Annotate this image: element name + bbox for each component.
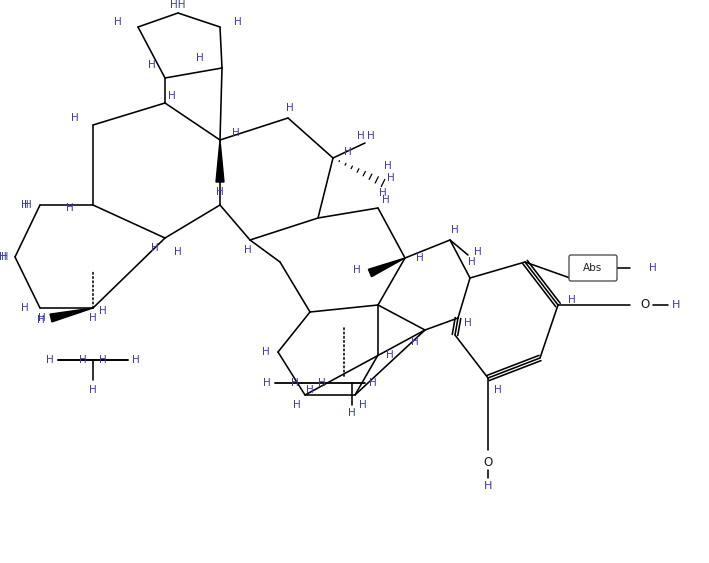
Text: H: H	[494, 385, 502, 395]
Text: H: H	[232, 128, 240, 138]
Text: H: H	[89, 385, 97, 395]
Text: H: H	[1, 252, 9, 262]
Text: O: O	[484, 455, 493, 468]
Text: H: H	[196, 53, 204, 63]
Text: H: H	[262, 347, 270, 357]
Text: H: H	[216, 187, 224, 197]
Text: H: H	[234, 17, 242, 27]
Text: H: H	[387, 173, 395, 183]
Polygon shape	[216, 140, 224, 182]
Text: H: H	[79, 355, 87, 365]
Text: H: H	[357, 131, 365, 141]
Text: Abs: Abs	[584, 263, 603, 273]
Text: H: H	[71, 113, 79, 123]
Polygon shape	[50, 308, 93, 322]
Text: H: H	[464, 318, 472, 328]
FancyBboxPatch shape	[569, 255, 617, 281]
Text: H: H	[344, 147, 352, 157]
Text: H: H	[411, 337, 419, 347]
Text: H: H	[568, 295, 576, 305]
Text: H: H	[263, 378, 271, 388]
Text: H: H	[151, 243, 159, 253]
Text: H: H	[367, 131, 375, 141]
Text: H: H	[451, 225, 459, 235]
Text: H: H	[114, 17, 122, 27]
Text: H: H	[168, 91, 176, 101]
Text: H: H	[318, 378, 326, 388]
Text: H: H	[66, 203, 74, 213]
Text: H: H	[21, 200, 29, 210]
Text: H: H	[99, 355, 107, 365]
Text: H: H	[132, 355, 140, 365]
Text: H: H	[382, 195, 390, 205]
Text: H: H	[468, 257, 476, 267]
Text: H: H	[37, 315, 45, 325]
Polygon shape	[369, 258, 405, 276]
Text: H: H	[348, 408, 356, 418]
Text: H: H	[46, 355, 54, 365]
Text: H: H	[99, 306, 107, 316]
Text: H: H	[359, 400, 367, 410]
Text: H: H	[24, 200, 32, 210]
Text: H: H	[649, 263, 657, 273]
Text: O: O	[640, 298, 649, 311]
Text: H: H	[38, 313, 46, 323]
Text: H: H	[672, 300, 680, 310]
Text: H: H	[484, 481, 492, 491]
Text: H: H	[384, 161, 392, 171]
Text: H: H	[0, 252, 7, 262]
Text: H: H	[244, 245, 252, 255]
Text: H: H	[369, 378, 377, 388]
Text: H: H	[386, 350, 394, 360]
Text: H: H	[291, 378, 299, 388]
Text: H: H	[21, 303, 29, 313]
Text: H: H	[174, 247, 182, 257]
Text: H: H	[89, 313, 97, 323]
Text: H: H	[416, 253, 424, 263]
Text: H: H	[353, 265, 361, 275]
Text: H: H	[286, 103, 294, 113]
Text: H: H	[474, 247, 482, 257]
Text: H: H	[293, 400, 301, 410]
Text: H: H	[306, 385, 314, 395]
Text: H: H	[148, 60, 156, 70]
Text: HH: HH	[170, 0, 186, 10]
Text: H: H	[379, 188, 387, 198]
